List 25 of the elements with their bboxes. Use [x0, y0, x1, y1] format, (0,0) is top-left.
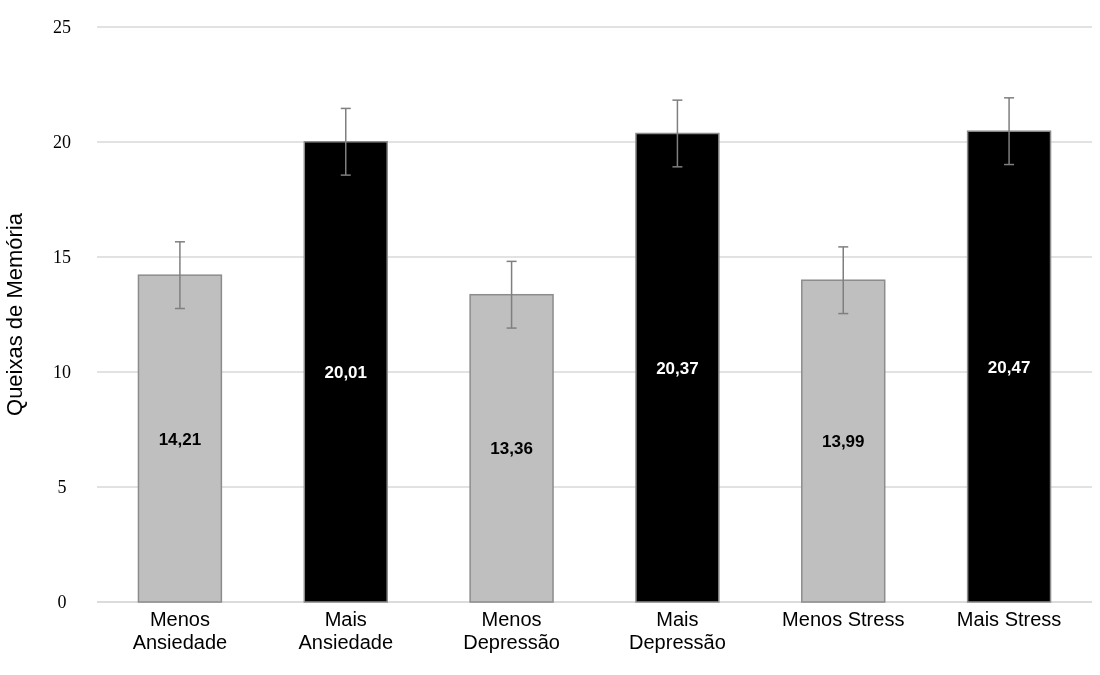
data-label: 13,99	[821, 432, 865, 452]
bar	[303, 141, 388, 603]
data-label: 20,37	[656, 358, 699, 378]
y-axis-title: Queixas de Memória	[2, 212, 27, 416]
x-tick-label: Menos Depressão	[463, 608, 560, 653]
x-tick-label: Mais Depressão	[629, 608, 726, 653]
y-tick-label: 0	[57, 592, 67, 613]
data-label: 14,21	[158, 429, 202, 449]
data-label: 20,01	[324, 362, 368, 382]
x-tick-label: Menos Ansiedade	[132, 608, 228, 653]
bar	[469, 293, 554, 603]
bar	[801, 279, 886, 603]
x-tick-label: Mais Stress	[956, 608, 1062, 630]
x-tick-label: Menos Stress	[782, 608, 905, 630]
x-tick-label: Mais Ansiedade	[298, 608, 394, 653]
data-label: 20,47	[987, 357, 1031, 377]
bar	[966, 130, 1052, 603]
y-tick-label: 10	[53, 362, 71, 383]
y-tick-label: 20	[53, 132, 71, 153]
y-tick-label: 15	[53, 247, 71, 268]
y-tick-label: 25	[53, 17, 71, 38]
bar	[137, 274, 223, 603]
bar	[635, 132, 720, 603]
data-label: 13,36	[490, 439, 533, 459]
y-tick-label: 5	[57, 477, 67, 498]
